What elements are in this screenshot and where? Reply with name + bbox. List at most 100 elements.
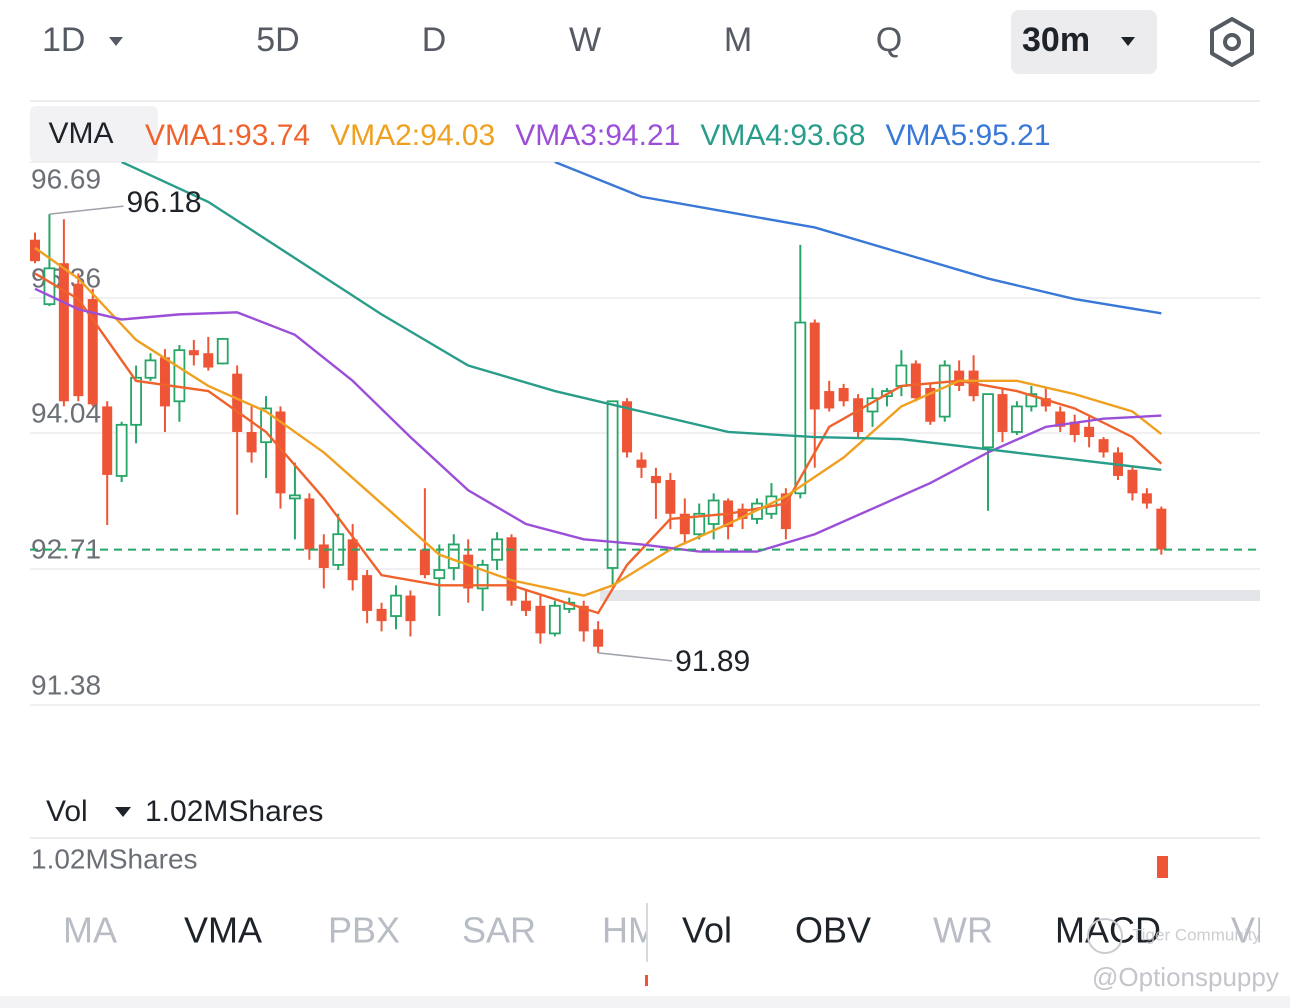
candle-body (506, 537, 517, 601)
candle-body (824, 391, 835, 409)
candle-body (520, 600, 531, 611)
candle-body (1127, 469, 1138, 494)
candle-body (304, 498, 315, 550)
candle-body (650, 475, 661, 484)
indicator-name[interactable]: VMA (48, 117, 113, 150)
watermark-logo (1087, 918, 1123, 954)
legend-entry: VMA3:94.21 (515, 119, 680, 152)
candle-body (1098, 439, 1109, 453)
volume-current: 1.02MShares (145, 795, 323, 828)
indicator-tab[interactable]: VMA (184, 910, 262, 951)
candle-body (87, 299, 98, 405)
candle-body (606, 400, 619, 569)
ma-lines (34, 162, 1163, 615)
selected-period-bg (1011, 10, 1157, 74)
settings-icon[interactable] (1210, 17, 1254, 67)
main-indicator-tabs: MA VMA PBX SAR HM (63, 910, 658, 951)
watermark: Tiger Community (1132, 925, 1261, 944)
candle-body (1040, 398, 1051, 407)
bottom-bar (0, 996, 1290, 1008)
period-tab[interactable]: D (422, 21, 447, 59)
selected-period[interactable]: 30m (1022, 21, 1090, 59)
candle-body (390, 594, 402, 617)
candle-body (476, 564, 489, 590)
candle-body (246, 431, 257, 453)
legend-entry: VMA1:93.74 (145, 119, 310, 152)
annotation-leader (49, 205, 124, 215)
period-tab[interactable]: 1D (42, 21, 85, 59)
indicator-tab[interactable]: SAR (462, 910, 536, 951)
legend-entry: VMA2:94.03 (330, 119, 495, 152)
candle-body (809, 322, 820, 410)
indicator-tab[interactable]: PBX (328, 910, 400, 951)
candle-body (173, 349, 186, 403)
candle-body (115, 423, 128, 477)
candle-body (593, 629, 604, 647)
candle-body (895, 364, 908, 387)
dropdown-arrow[interactable] (1121, 37, 1135, 46)
period-tab[interactable]: 5D (256, 21, 299, 59)
candle-body (102, 406, 113, 475)
candle-body (997, 394, 1008, 432)
dropdown-arrow[interactable] (115, 807, 131, 817)
candle-body (376, 608, 387, 622)
indicator-tab[interactable]: MACD (1055, 910, 1161, 951)
candle-body (780, 493, 791, 530)
candle-body (838, 387, 849, 402)
candle-body (188, 350, 199, 356)
candle-body (216, 338, 229, 365)
candle-body (289, 494, 301, 500)
candle-body (318, 544, 329, 568)
ma-line (121, 162, 1162, 471)
candle-body (58, 263, 69, 402)
volume-axis-label: 1.02MShares (31, 843, 198, 874)
candle-body (73, 283, 84, 397)
legend: VMA1:93.74 VMA2:94.03 VMA3:94.21 VMA4:93.68… (145, 119, 1051, 152)
candle-body (1156, 508, 1167, 550)
period-tab[interactable]: Q (876, 21, 902, 59)
candle-body (954, 370, 965, 386)
candle-body (794, 321, 807, 495)
dropdown-arrow[interactable] (109, 37, 123, 46)
indicator-tab[interactable]: OBV (795, 910, 871, 951)
candle-body (30, 239, 40, 262)
candle-body (578, 605, 589, 632)
indicator-tab[interactable]: MA (63, 910, 117, 951)
candle-body (144, 359, 157, 379)
candle-body (636, 459, 647, 468)
scroll-marker (645, 975, 648, 986)
indicator-chip[interactable] (30, 106, 158, 162)
candle-body (938, 364, 951, 418)
period-tab[interactable]: M (724, 21, 752, 59)
legend-entry: VMA4:93.68 (700, 119, 865, 152)
high-label: 96.18 (126, 186, 201, 219)
low-label: 91.89 (675, 645, 750, 678)
candle-body (1011, 405, 1023, 433)
annotation-leader (598, 652, 673, 662)
candle-body (679, 513, 690, 535)
candle-body (260, 407, 272, 444)
ma-line (554, 162, 1162, 315)
candle-body (43, 267, 56, 306)
indicator-tab[interactable]: VI (1231, 910, 1265, 951)
volume-title[interactable]: Vol (46, 795, 88, 828)
volume-bar (1157, 856, 1168, 878)
candle-body (982, 393, 994, 449)
indicator-tab[interactable]: Vol (682, 910, 732, 951)
candle-body (405, 595, 416, 622)
indicator-tab[interactable]: HM (602, 910, 658, 951)
indicator-tab[interactable]: WR (933, 910, 993, 951)
candle-body (548, 604, 561, 635)
candle-body (419, 549, 430, 576)
watermark: @Optionspuppy (1092, 962, 1279, 992)
candle-body (362, 575, 373, 611)
candle-body (1069, 421, 1080, 436)
candle-body (910, 363, 921, 399)
candle-body (665, 480, 676, 514)
ma-line (34, 272, 1163, 615)
candle-body (447, 543, 460, 569)
candle-body (1055, 411, 1066, 427)
period-tab[interactable]: W (569, 21, 601, 59)
